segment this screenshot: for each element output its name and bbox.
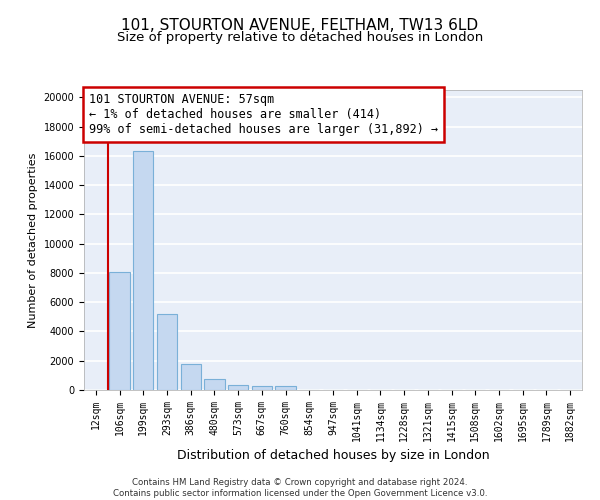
Text: 101, STOURTON AVENUE, FELTHAM, TW13 6LD: 101, STOURTON AVENUE, FELTHAM, TW13 6LD xyxy=(121,18,479,32)
Text: 101 STOURTON AVENUE: 57sqm
← 1% of detached houses are smaller (414)
99% of semi: 101 STOURTON AVENUE: 57sqm ← 1% of detac… xyxy=(89,93,438,136)
Bar xyxy=(205,378,224,390)
Bar xyxy=(228,386,248,390)
Y-axis label: Number of detached properties: Number of detached properties xyxy=(28,152,38,328)
Bar xyxy=(275,386,296,390)
Bar xyxy=(181,364,201,390)
X-axis label: Distribution of detached houses by size in London: Distribution of detached houses by size … xyxy=(176,449,490,462)
Bar xyxy=(252,386,272,390)
Bar xyxy=(109,272,130,390)
Bar xyxy=(157,314,177,390)
Bar xyxy=(133,150,154,390)
Text: Size of property relative to detached houses in London: Size of property relative to detached ho… xyxy=(117,32,483,44)
Text: Contains HM Land Registry data © Crown copyright and database right 2024.
Contai: Contains HM Land Registry data © Crown c… xyxy=(113,478,487,498)
